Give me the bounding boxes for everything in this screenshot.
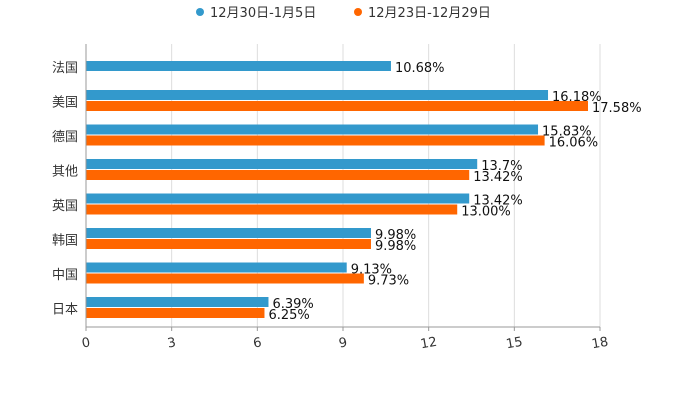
- legend-marker-1: [196, 8, 204, 16]
- bar-1-series-1: [86, 61, 391, 71]
- bar-7-series-1: [86, 262, 347, 273]
- category-label-8: 日本: [52, 303, 78, 318]
- data-label-8-series-1: 6.39%: [272, 297, 313, 312]
- legend-marker-2: [354, 8, 362, 16]
- data-label-4-series-2: 13.42%: [473, 170, 523, 185]
- x-tick-label-12: 12: [419, 335, 438, 353]
- category-label-4: 其他: [52, 165, 78, 180]
- bar-7-series-2: [86, 273, 364, 284]
- data-label-7-series-2: 9.73%: [368, 274, 409, 289]
- x-tick-label-18: 18: [591, 335, 610, 353]
- data-label-5-series-1: 13.42%: [473, 194, 523, 209]
- category-label-6: 韩国: [52, 234, 78, 249]
- bars: [86, 61, 589, 318]
- category-label-3: 德国: [52, 130, 78, 145]
- data-label-7-series-1: 9.13%: [351, 263, 392, 278]
- bar-2-series-1: [86, 90, 549, 100]
- category-label-7: 中国: [52, 268, 78, 283]
- data-label-5-series-2: 13.00%: [461, 205, 511, 220]
- category-label-5: 英国: [52, 199, 78, 214]
- x-tick-label-9: 9: [338, 335, 349, 351]
- bar-4-series-2: [86, 170, 470, 180]
- x-tick-label-3: 3: [166, 335, 177, 351]
- data-label-6-series-1: 9.98%: [375, 228, 416, 243]
- bar-6-series-1: [86, 228, 371, 238]
- data-label-1-series-1: 10.68%: [395, 61, 445, 76]
- legend-label-1: 12月30日-1月5日: [210, 6, 316, 21]
- x-tick-label-0: 0: [81, 335, 92, 351]
- data-label-6-series-2: 9.98%: [375, 239, 416, 254]
- legend: 12月30日-1月5日 12月23日-12月29日: [196, 6, 491, 21]
- bar-3-series-2: [86, 135, 545, 146]
- data-label-4-series-1: 13.7%: [481, 159, 522, 174]
- data-label-2-series-2: 17.58%: [592, 101, 642, 116]
- category-label-2: 美国: [52, 96, 78, 111]
- bar-6-series-2: [86, 239, 371, 249]
- category-label-1: 法国: [52, 61, 78, 76]
- data-label-8-series-2: 6.25%: [268, 308, 309, 323]
- data-label-2-series-1: 16.18%: [552, 90, 602, 105]
- bar-5-series-1: [86, 193, 470, 204]
- legend-label-2: 12月23日-12月29日: [368, 6, 491, 21]
- bar-4-series-1: [86, 159, 478, 169]
- bar-5-series-2: [86, 204, 458, 215]
- bar-8-series-1: [86, 297, 269, 307]
- data-label-3-series-1: 15.83%: [542, 125, 592, 140]
- axes: [85, 44, 601, 331]
- data-label-3-series-2: 16.06%: [549, 136, 599, 151]
- x-tick-label-6: 6: [252, 335, 263, 351]
- bar-3-series-1: [86, 124, 539, 135]
- bar-8-series-2: [86, 308, 265, 318]
- x-tick-label-15: 15: [505, 335, 524, 353]
- labels: 0 3 6 9 12 15 18 法国 10.68% 美国 16.18%17.58% 德国 15.83%…: [52, 61, 642, 352]
- bar-2-series-2: [86, 101, 589, 111]
